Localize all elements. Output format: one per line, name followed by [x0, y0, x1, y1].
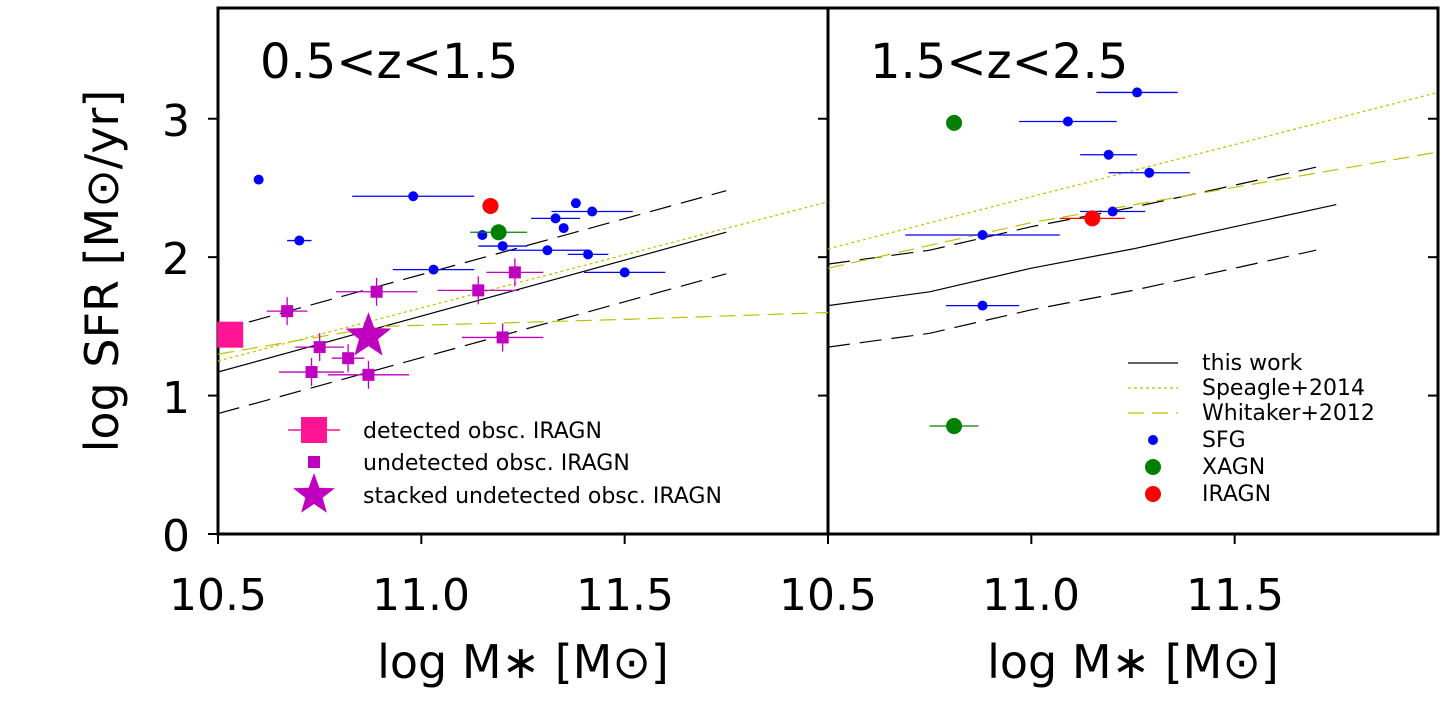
sfg-point	[1144, 167, 1155, 178]
x-tick-labels-left: 10.5 11.0 11.5	[169, 570, 674, 621]
undetected-obsc-iragn-point	[281, 305, 294, 318]
detected-obsc-iragn-point	[217, 321, 244, 348]
sfg-point	[570, 198, 581, 209]
legend-stacked-label: stacked undetected obsc. IRAGN	[363, 484, 722, 509]
x-tick-label: 10.5	[169, 570, 267, 621]
y-tick-label: 1	[162, 373, 190, 424]
legend-sfg-marker	[1148, 435, 1158, 445]
sfg-point	[408, 191, 419, 202]
undetected-obsc-iragn-point	[370, 285, 383, 298]
tick-marks	[208, 117, 1438, 544]
panel-right-title: 1.5<z<2.5	[870, 34, 1128, 90]
sfg-point	[477, 230, 488, 241]
sfg-point	[542, 245, 553, 256]
sfg-point	[428, 264, 439, 275]
line-this-work-upper-right	[827, 166, 1317, 265]
legend-speagle-label: Speagle+2014	[1202, 376, 1365, 401]
xagn-point	[490, 224, 507, 241]
undetected-obsc-iragn-point	[508, 266, 521, 279]
iragn-point	[1084, 210, 1101, 227]
sfg-point	[977, 300, 988, 311]
line-whitaker-2012-left	[217, 311, 829, 355]
x-tick-label: 11.0	[982, 570, 1080, 621]
legend-sfg-label: SFG	[1202, 428, 1246, 453]
legend-undetected-marker	[308, 456, 320, 468]
undetected-obsc-iragn-point	[305, 366, 318, 379]
sfg-point	[294, 235, 305, 246]
y-tick-label: 3	[162, 96, 190, 147]
legend-stacked-marker	[293, 473, 335, 513]
xagn-point	[946, 418, 963, 435]
sfg-point	[1103, 149, 1114, 160]
legend-whitaker-label: Whitaker+2012	[1202, 401, 1375, 426]
sfg-point	[1132, 87, 1143, 98]
legend-left: detected obsc. IRAGN undetected obsc. IR…	[288, 417, 722, 513]
iragn-point	[482, 197, 499, 214]
sfg-point	[1062, 116, 1073, 127]
legend-xagn-marker	[1145, 459, 1161, 475]
line-whitaker-2012-right	[827, 151, 1439, 269]
undetected-obsc-iragn-point	[313, 341, 326, 354]
sfg-point	[619, 267, 630, 278]
data-points	[217, 87, 1190, 435]
y-tick-labels: 0 1 2 3	[162, 96, 190, 562]
legend-detected-label: detected obsc. IRAGN	[363, 419, 602, 444]
undetected-obsc-iragn-point	[496, 331, 509, 344]
x-tick-labels-right: 10.5 11.0 11.5	[779, 570, 1284, 621]
x-axis-label-right: log M∗ [M⊙]	[987, 635, 1279, 689]
legend-detected-marker	[301, 417, 327, 443]
sfg-point	[253, 174, 264, 185]
relation-lines	[217, 91, 1439, 415]
undetected-obsc-iragn-point	[342, 352, 355, 365]
x-tick-label: 10.5	[779, 570, 877, 621]
line-this-work-upper-left	[217, 190, 727, 332]
legend-thiswork-label: this work	[1202, 351, 1303, 376]
sfg-point	[558, 223, 569, 234]
y-axis-label: log SFR [M⊙/yr]	[75, 90, 129, 453]
x-tick-label: 11.0	[372, 570, 470, 621]
legend-xagn-label: XAGN	[1202, 455, 1265, 480]
sfg-point	[583, 249, 594, 260]
line-this-work-lower-left	[217, 273, 727, 415]
line-this-work-lower-right	[827, 249, 1317, 348]
panel-right-frame	[826, 6, 1440, 536]
stacked-undetected-obsc-iragn-point	[345, 312, 392, 356]
sfg-point	[550, 213, 561, 224]
sfg-point	[1107, 206, 1118, 217]
legend-iragn-label: IRAGN	[1202, 482, 1271, 507]
y-tick-label: 2	[162, 234, 190, 285]
y-tick-label: 0	[162, 511, 190, 562]
legend-undetected-label: undetected obsc. IRAGN	[363, 451, 630, 476]
panel-left-title: 0.5<z<1.5	[260, 34, 518, 90]
line-this-work-right	[827, 204, 1337, 307]
xagn-point	[946, 114, 963, 131]
line-speagle-2014-right	[827, 91, 1439, 250]
line-this-work-left	[217, 231, 727, 373]
legend-iragn-marker	[1145, 486, 1161, 502]
sfg-point	[977, 230, 988, 241]
x-tick-label: 11.5	[1186, 570, 1284, 621]
undetected-obsc-iragn-point	[362, 368, 375, 381]
x-tick-label: 11.5	[576, 570, 674, 621]
sfg-point	[587, 206, 598, 217]
undetected-obsc-iragn-point	[472, 284, 485, 297]
legend-right: this work Speagle+2014 Whitaker+2012 SFG…	[1128, 351, 1375, 507]
sfg-point	[497, 241, 508, 252]
x-axis-label-left: log M∗ [M⊙]	[377, 635, 669, 689]
